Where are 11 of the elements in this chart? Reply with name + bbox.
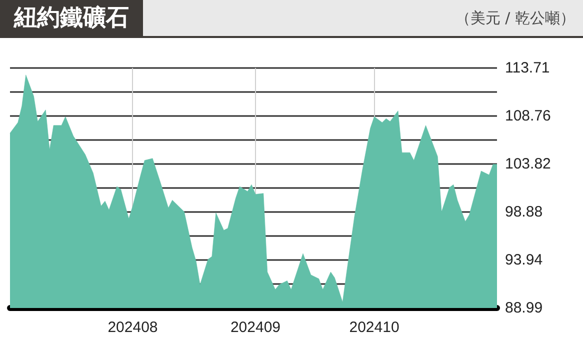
chart-title: 紐約鐵礦石	[0, 0, 143, 36]
y-tick-label: 113.71	[505, 60, 550, 76]
y-tick-label: 108.76	[505, 108, 551, 125]
y-tick-label: 88.99	[505, 300, 543, 316]
x-tick-label: 202408	[108, 319, 158, 336]
chart-subtitle: （美元 / 乾公噸）	[455, 8, 575, 29]
y-tick-label: 98.88	[505, 203, 543, 220]
y-tick-label: 93.94	[505, 251, 543, 268]
y-tick-label: 103.82	[505, 156, 551, 173]
x-tick-label: 202409	[230, 319, 281, 336]
x-tick-label: 202410	[349, 319, 400, 336]
